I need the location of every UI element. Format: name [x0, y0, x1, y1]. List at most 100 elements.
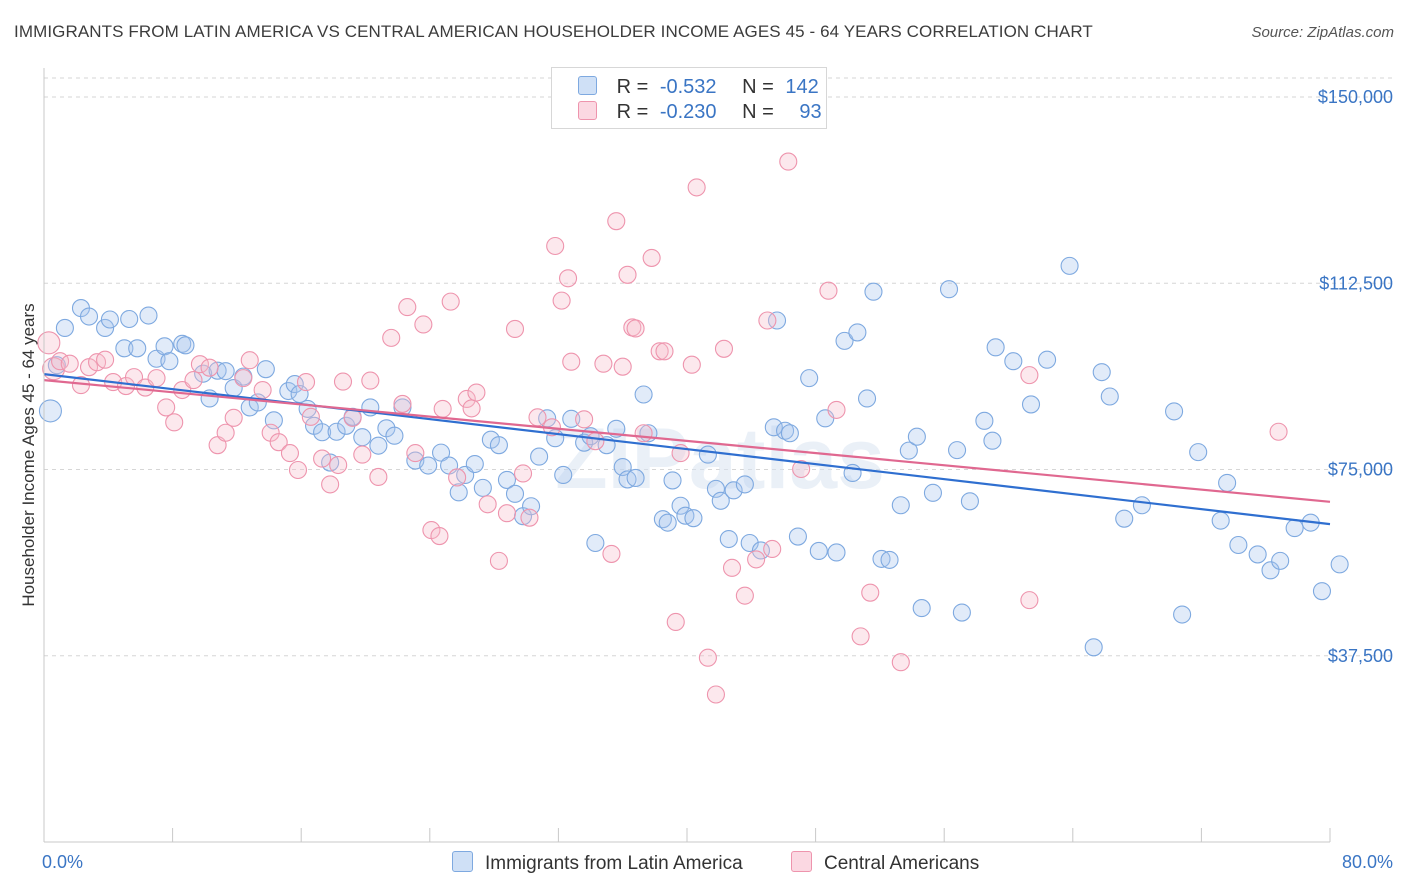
point-central-americans: [200, 358, 219, 377]
point-latin-america: [960, 492, 979, 511]
legend-swatch-pink: [578, 101, 597, 120]
point-central-americans: [594, 354, 613, 373]
point-latin-america: [788, 527, 807, 546]
point-central-americans: [735, 586, 754, 605]
series-central-americans: [37, 152, 1288, 704]
point-latin-america: [800, 369, 819, 388]
point-latin-america: [764, 418, 783, 437]
point-latin-america: [1004, 352, 1023, 371]
point-central-americans: [747, 550, 766, 569]
point-latin-america: [835, 331, 854, 350]
point-central-americans: [216, 423, 235, 442]
point-central-americans: [779, 152, 798, 171]
legend-swatch-blue: [578, 76, 597, 95]
legend-n-label: N =: [742, 76, 774, 98]
point-latin-america: [975, 411, 994, 430]
point-central-americans: [369, 467, 388, 487]
point-latin-america: [684, 509, 703, 528]
point-latin-america: [279, 381, 298, 401]
point-latin-america: [1312, 582, 1332, 601]
point-latin-america: [983, 431, 1002, 450]
point-latin-america: [1229, 535, 1248, 555]
point-latin-america: [880, 550, 899, 569]
point-latin-america: [952, 603, 971, 622]
point-latin-america: [1271, 551, 1290, 570]
point-latin-america: [562, 409, 581, 428]
legend-row-central-americans: R = -0.230 N = 93: [578, 101, 822, 127]
point-latin-america: [285, 375, 304, 394]
point-latin-america: [313, 423, 332, 442]
y-tick-label: $150,000: [1318, 87, 1393, 107]
point-central-americans: [602, 544, 621, 563]
point-latin-america: [780, 424, 799, 443]
correlation-legend: R = -0.532 N = 142 R = -0.230 N = 93: [551, 67, 827, 129]
legend-r-value: -0.230: [659, 101, 717, 123]
point-central-americans: [520, 508, 539, 527]
point-latin-america: [1084, 638, 1103, 657]
point-central-americans: [1020, 591, 1039, 610]
point-latin-america: [923, 483, 942, 502]
point-central-americans: [513, 464, 533, 483]
point-latin-america: [1173, 605, 1192, 624]
point-latin-america: [776, 421, 795, 440]
point-latin-america: [634, 385, 653, 404]
point-latin-america: [698, 445, 717, 464]
point-central-americans: [478, 495, 497, 514]
point-central-americans: [353, 445, 372, 464]
point-latin-america: [139, 306, 158, 325]
point-latin-america: [891, 496, 910, 515]
point-central-americans: [552, 291, 571, 310]
point-latin-america: [1211, 511, 1230, 530]
point-central-americans: [147, 369, 166, 388]
point-central-americans: [184, 371, 203, 390]
point-latin-america: [1248, 545, 1267, 564]
point-central-americans: [642, 248, 661, 267]
point-latin-america: [1165, 402, 1184, 421]
x-tick-label-max: 80.0%: [1342, 852, 1393, 872]
point-latin-america: [554, 465, 573, 485]
point-central-americans: [497, 504, 517, 523]
point-latin-america: [79, 307, 99, 326]
point-central-americans: [361, 371, 380, 390]
point-latin-america: [489, 436, 508, 455]
point-latin-america: [848, 323, 867, 342]
legend-r-label: R =: [616, 101, 649, 123]
point-latin-america: [1261, 561, 1280, 580]
point-latin-america: [1092, 363, 1111, 382]
point-latin-america: [939, 280, 959, 299]
point-latin-america: [626, 468, 645, 487]
point-latin-america: [586, 533, 605, 553]
point-latin-america: [724, 481, 743, 500]
point-central-americans: [698, 648, 717, 667]
point-central-americans: [562, 352, 581, 371]
point-central-americans: [687, 178, 706, 197]
point-latin-america: [751, 541, 770, 560]
point-latin-america: [663, 471, 682, 490]
point-central-americans: [462, 399, 481, 418]
point-latin-america: [473, 478, 492, 497]
point-central-americans: [546, 236, 565, 256]
point-latin-america: [173, 334, 192, 353]
point-latin-america: [1189, 443, 1208, 462]
source-label: Source: ZipAtlas.com: [1251, 24, 1394, 41]
point-central-americans: [1269, 422, 1288, 441]
point-central-americans: [448, 468, 467, 487]
point-central-americans: [414, 315, 433, 334]
point-central-americans: [792, 459, 811, 479]
watermark: ZIPatlas: [555, 411, 885, 507]
point-latin-america: [100, 310, 119, 329]
point-central-americans: [489, 551, 508, 570]
point-central-americans: [406, 444, 425, 463]
point-central-americans: [457, 389, 476, 409]
point-central-americans: [575, 410, 594, 429]
point-central-americans: [190, 355, 209, 374]
point-central-americans: [634, 424, 653, 443]
x-tick-label-min: 0.0%: [42, 852, 83, 872]
point-central-americans: [296, 373, 316, 392]
point-central-americans: [333, 372, 353, 391]
point-latin-america: [740, 533, 759, 553]
point-central-americans: [763, 539, 782, 559]
point-latin-america: [522, 497, 541, 516]
point-latin-america: [55, 318, 74, 338]
point-central-americans: [558, 269, 578, 288]
